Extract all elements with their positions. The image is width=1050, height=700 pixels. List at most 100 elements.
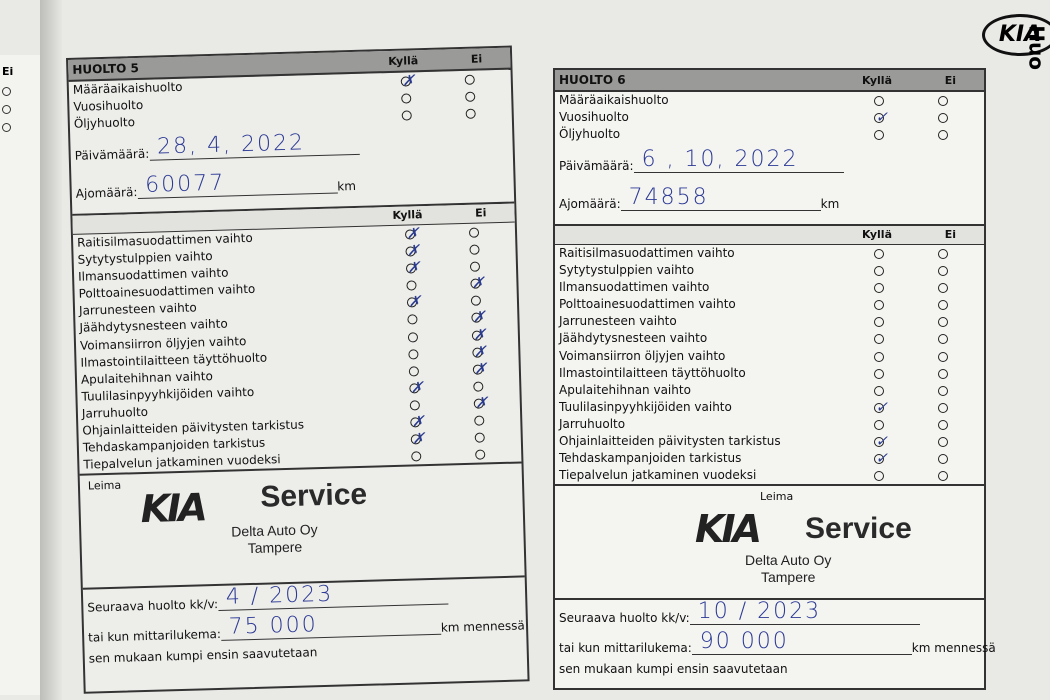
dealer-city: Tampere <box>760 569 816 586</box>
circle-icon <box>465 91 476 102</box>
next-service-field: Seuraava huolto kk/v: 10 / 2023 <box>559 600 920 626</box>
next-service-section: Seuraava huolto kk/v: 10 / 2023 tai kun mi… <box>555 600 996 684</box>
book-gutter <box>40 0 62 700</box>
circle-icon <box>2 123 11 132</box>
circle-icon <box>407 331 419 343</box>
circle-icon <box>874 130 884 141</box>
ei-header: Ei <box>944 228 956 241</box>
circle-icon <box>874 402 884 413</box>
circle-icon <box>2 105 11 114</box>
handwritten-cross-icon: ✗ <box>472 307 486 327</box>
stamp-service-text: Service <box>805 512 912 546</box>
row-label: Tiepalvelun jatkaminen vuodeksi <box>83 452 281 472</box>
ei-header: Ei <box>475 206 487 220</box>
handwritten-cross-icon: ✗ <box>406 224 420 243</box>
circle-icon <box>874 266 884 277</box>
km-unit: km <box>820 197 840 211</box>
kylla-header: Kyllä <box>388 54 419 69</box>
circle-icon <box>408 366 420 377</box>
maintenance-row: Jarruhuolto <box>555 416 984 433</box>
handwritten-check-icon: ✓ <box>875 432 888 451</box>
mileage-value: 60077 <box>144 170 226 198</box>
circle-icon <box>401 93 412 104</box>
next-service-field: Seuraava huolto kk/v: 4 / 2023 <box>87 582 449 615</box>
circle-icon <box>474 415 485 426</box>
meter-field: tai kun mittarilukema: 90 000 km mennessä <box>559 630 996 656</box>
circle-icon <box>938 266 948 277</box>
handwritten-check-icon: ✓ <box>875 397 888 416</box>
handwritten-cross-icon: ✗ <box>474 393 489 412</box>
date-field: Päivämäärä: 28, 4, 2022 <box>74 130 360 163</box>
row-label: Sytytystulppien vaihto <box>77 249 213 267</box>
handwritten-cross-icon: ✗ <box>411 412 425 431</box>
date-underline: 6 , 10, 2022 <box>633 148 844 173</box>
maintenance-row: Tiepalvelun jatkaminen vuodeksi <box>555 467 984 484</box>
maintenance-row: Jäähdytysnesteen vaihto <box>555 330 984 347</box>
next-service-value: 4 / 2023 <box>225 582 334 611</box>
circle-icon <box>411 451 422 462</box>
next-service-label: Seuraava huolto kk/v: <box>87 597 219 615</box>
side-heading: Huo <box>1025 25 1049 70</box>
handwritten-cross-icon: ✗ <box>401 71 416 90</box>
row-label: Apulaitehihnan vaihto <box>80 368 214 387</box>
meter-value: 75 000 <box>228 612 319 640</box>
ei-header: Ei <box>944 74 956 87</box>
circle-icon <box>938 437 948 448</box>
circle-icon <box>874 300 884 311</box>
row-label: Jarruhuolto <box>559 416 626 431</box>
stamp-area: Leima KIA Service Delta Auto Oy Tampere <box>79 463 525 591</box>
meter-unit: km mennessä <box>911 641 996 656</box>
handwritten-cross-icon: ✗ <box>473 342 487 361</box>
circle-icon <box>874 283 884 294</box>
circle-icon <box>938 351 948 362</box>
next-service-underline: 4 / 2023 <box>217 582 449 612</box>
maintenance-row: Tehdaskampanjoiden tarkistus ✓ <box>555 450 984 467</box>
previous-page-edge: Ei <box>0 55 42 695</box>
maintenance-items: Raitisilmasuodattimen vaihto ✗ Sytytystulp… <box>72 222 522 477</box>
row-label: Jäähdytysnesteen vaihto <box>79 317 228 336</box>
circle-icon <box>938 113 948 124</box>
date-label: Päivämäärä: <box>74 146 150 163</box>
circle-icon <box>874 368 884 379</box>
next-service-value: 10 / 2023 <box>697 599 822 625</box>
items-header: Kyllä Ei <box>555 226 984 245</box>
circle-icon <box>407 314 418 326</box>
circle-icon <box>401 110 412 121</box>
circle-icon <box>874 471 884 482</box>
km-unit: km <box>337 178 357 194</box>
row-label: Ilmastointilaitteen täyttöhuolto <box>559 365 746 380</box>
handwritten-cross-icon: ✗ <box>411 429 426 448</box>
dealer-name: Delta Auto Oy <box>745 552 832 569</box>
circle-icon <box>938 300 948 311</box>
handwritten-cross-icon: ✗ <box>406 241 420 260</box>
kia-logo: KIA <box>982 14 1050 56</box>
footer-note: sen mukaan kumpi ensin saavutetaan <box>559 662 788 677</box>
circle-icon <box>874 454 884 465</box>
stamp-area: Leima KIA Service Delta Auto Oy Tampere <box>555 486 984 601</box>
dealer-city: Tampere <box>247 538 303 557</box>
maintenance-row: Ilmastointilaitteen täyttöhuolto <box>555 365 984 382</box>
mileage-underline: 60077 <box>137 170 338 200</box>
circle-icon <box>938 471 948 482</box>
mileage-field: Ajomäärä: 60077 km <box>75 170 357 201</box>
next-service-section: Seuraava huolto kk/v: 4 / 2023 tai kun mit… <box>83 578 527 674</box>
handwritten-cross-icon: ✗ <box>473 324 487 344</box>
circle-icon <box>938 317 948 328</box>
circle-icon <box>938 334 948 345</box>
row-label: Jarrunesteen vaihto <box>78 300 197 319</box>
kylla-header: Kyllä <box>862 228 892 241</box>
mileage-underline: 74858 <box>620 186 821 211</box>
circle-icon <box>470 295 482 307</box>
kylla-header: Kyllä <box>862 74 892 87</box>
maintenance-row: Apulaitehihnan vaihto <box>555 382 984 399</box>
kia-stamp-logo: KIA <box>695 507 762 552</box>
handwritten-check-icon: ✓ <box>875 108 888 127</box>
handwritten-cross-icon: ✗ <box>473 359 488 378</box>
row-label: Vuosihuolto <box>559 110 629 125</box>
stamp-dealer: Delta Auto Oy Tampere <box>745 552 831 586</box>
row-label: Vuosihuolto <box>73 97 144 114</box>
meter-underline: 75 000 <box>220 612 442 642</box>
circle-icon <box>406 280 417 291</box>
circle-icon <box>473 381 484 392</box>
service-record-p6: HUOLTO 6 Kyllä Ei Määräaikaishuolto Vuosihuo… <box>553 68 996 690</box>
